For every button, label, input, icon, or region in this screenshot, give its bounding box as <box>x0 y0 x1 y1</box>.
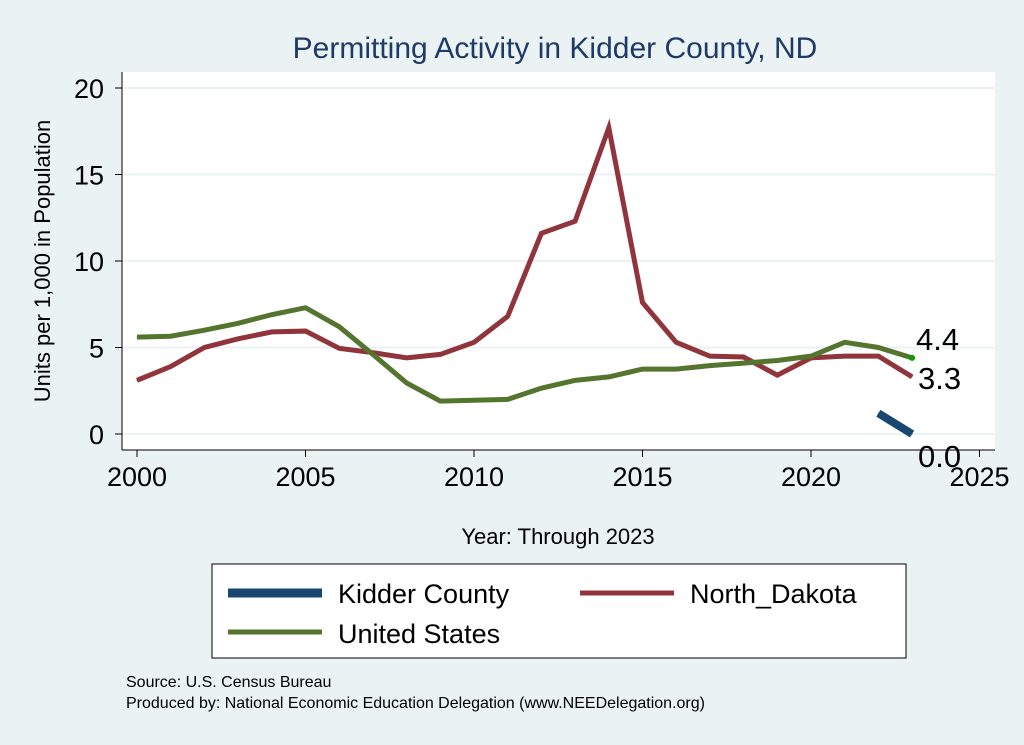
data-point <box>844 355 846 357</box>
data-point <box>776 359 778 361</box>
legend-box <box>211 563 907 659</box>
chart-title: Permitting Activity in Kidder County, ND <box>293 32 818 65</box>
data-point <box>305 330 306 332</box>
data-point <box>473 341 475 343</box>
data-point <box>170 335 172 337</box>
data-point <box>305 307 306 309</box>
x-tick-label: 2020 <box>781 462 841 492</box>
data-point <box>844 341 846 343</box>
source-note: Source: U.S. Census Bureau <box>126 674 331 691</box>
y-tick-label: 20 <box>74 74 104 104</box>
end-value-label: 0.0 <box>918 439 961 474</box>
x-axis-label: Year: Through 2023 <box>461 524 654 549</box>
series-line-kidder-county <box>876 409 915 438</box>
data-point <box>642 302 643 304</box>
series-line-united-states <box>136 305 913 404</box>
legend-label-united-states: United States <box>338 619 500 649</box>
data-point <box>170 366 172 368</box>
x-tick-label: 2005 <box>275 462 335 492</box>
data-point <box>574 220 576 222</box>
data-point <box>810 355 812 357</box>
series-line-north-dakota <box>136 118 914 383</box>
data-point <box>675 368 677 370</box>
data-point <box>237 338 239 340</box>
x-tick-label: 2025 <box>949 462 1009 492</box>
data-point <box>507 398 509 400</box>
y-tick-label: 0 <box>89 420 104 450</box>
produced-by-note: Produced by: National Economic Education… <box>126 695 705 712</box>
end-value-label: 4.4 <box>916 322 959 357</box>
data-point <box>473 399 475 401</box>
end-value-label: 3.3 <box>918 361 961 396</box>
data-point <box>877 347 879 348</box>
x-tick-label: 2015 <box>612 462 672 492</box>
y-tick-label: 15 <box>74 161 104 191</box>
data-point <box>776 374 778 376</box>
data-point <box>743 356 745 358</box>
data-point <box>406 382 408 384</box>
data-point <box>372 353 374 355</box>
data-point <box>642 368 643 370</box>
data-point <box>877 355 879 357</box>
data-point <box>237 322 239 324</box>
data-point <box>743 362 745 364</box>
legend-label-kidder: Kidder County <box>338 579 510 609</box>
data-point <box>338 347 340 349</box>
x-tick-label: 2000 <box>107 462 167 492</box>
data-point <box>540 232 542 234</box>
data-point <box>203 347 205 348</box>
end-marker <box>909 354 916 361</box>
data-point <box>406 357 408 359</box>
data-point <box>271 314 273 316</box>
data-point <box>709 355 711 357</box>
data-point <box>608 376 610 378</box>
data-point <box>136 336 138 338</box>
data-point <box>271 331 273 333</box>
data-point <box>709 365 711 367</box>
data-point <box>540 387 542 389</box>
data-point <box>439 353 441 355</box>
legend: Kidder County North_Dakota United States <box>211 563 907 659</box>
data-point <box>574 379 576 381</box>
data-point <box>203 329 205 331</box>
data-point <box>877 412 879 414</box>
data-point <box>911 376 913 378</box>
y-tick-label: 5 <box>89 334 104 364</box>
data-point <box>136 379 138 381</box>
data-point <box>338 326 340 328</box>
data-point <box>608 127 610 129</box>
data-point <box>439 400 441 402</box>
legend-label-north-dakota: North_Dakota <box>690 579 858 609</box>
x-tick-label: 2010 <box>444 462 504 492</box>
data-point <box>675 341 677 343</box>
y-axis-label: Units per 1,000 in Population <box>30 120 55 403</box>
data-point <box>911 433 913 435</box>
y-tick-label: 10 <box>74 247 104 277</box>
data-point <box>507 315 509 317</box>
